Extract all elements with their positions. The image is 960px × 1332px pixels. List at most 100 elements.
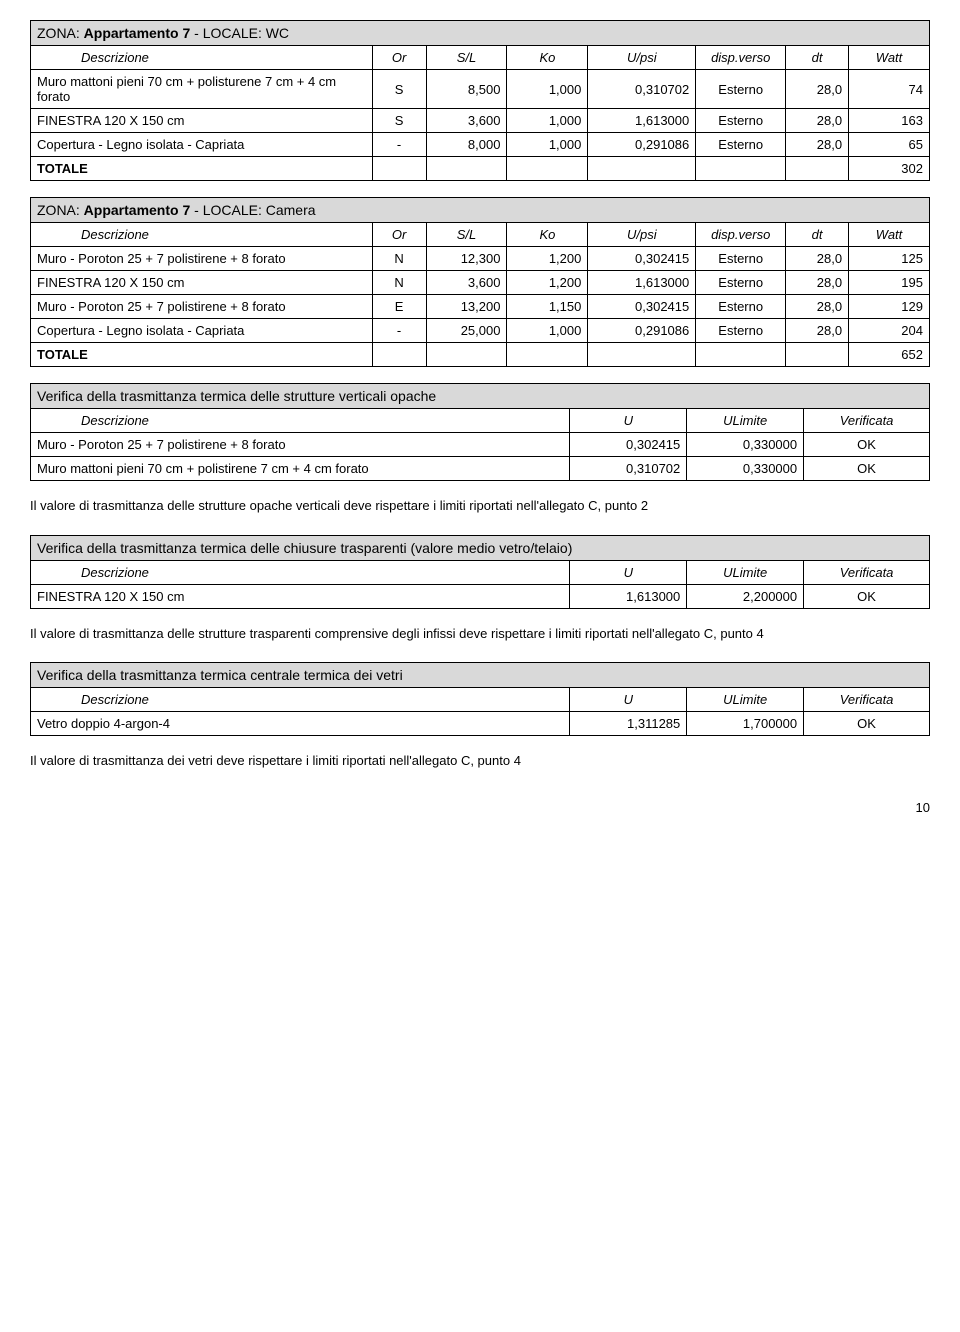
column-header: U xyxy=(570,560,687,584)
cell: 1,613000 xyxy=(570,584,687,608)
column-header: Descrizione xyxy=(31,46,373,70)
cell: Esterno xyxy=(696,133,786,157)
cell: Esterno xyxy=(696,271,786,295)
zone-table: ZONA: Appartamento 7 - LOCALE: CameraDes… xyxy=(30,197,930,367)
column-header: U/psi xyxy=(588,223,696,247)
column-header: Descrizione xyxy=(31,223,373,247)
verify-title: Verifica della trasmittanza termica cent… xyxy=(31,663,930,688)
cell: Muro - Poroton 25 + 7 polistirene + 8 fo… xyxy=(31,295,373,319)
verify-table: Verifica della trasmittanza termica cent… xyxy=(30,662,930,736)
table-row: Muro - Poroton 25 + 7 polistirene + 8 fo… xyxy=(31,433,930,457)
cell: E xyxy=(372,295,426,319)
cell: Esterno xyxy=(696,319,786,343)
cell: Muro mattoni pieni 70 cm + polistirene 7… xyxy=(31,457,570,481)
cell: Vetro doppio 4-argon-4 xyxy=(31,712,570,736)
column-header: U xyxy=(570,409,687,433)
cell: OK xyxy=(804,584,930,608)
cell: 28,0 xyxy=(786,295,849,319)
column-header: dt xyxy=(786,223,849,247)
cell: Esterno xyxy=(696,295,786,319)
cell: 3,600 xyxy=(426,271,507,295)
column-header: Verificata xyxy=(804,688,930,712)
cell: 163 xyxy=(849,109,930,133)
table-row: Muro - Poroton 25 + 7 polistirene + 8 fo… xyxy=(31,295,930,319)
cell: 28,0 xyxy=(786,70,849,109)
column-header: Descrizione xyxy=(31,560,570,584)
table-row: FINESTRA 120 X 150 cm1,6130002,200000OK xyxy=(31,584,930,608)
verify-table: Verifica della trasmittanza termica dell… xyxy=(30,535,930,609)
cell: - xyxy=(372,319,426,343)
column-header: ULimite xyxy=(687,560,804,584)
page-number: 10 xyxy=(30,800,930,815)
column-header: S/L xyxy=(426,46,507,70)
cell: 0,330000 xyxy=(687,457,804,481)
cell: Esterno xyxy=(696,109,786,133)
table-row: Copertura - Legno isolata - Capriata-25,… xyxy=(31,319,930,343)
cell: 28,0 xyxy=(786,247,849,271)
table-row: Copertura - Legno isolata - Capriata-8,0… xyxy=(31,133,930,157)
column-header: Or xyxy=(372,46,426,70)
cell: OK xyxy=(804,457,930,481)
cell: 125 xyxy=(849,247,930,271)
cell: FINESTRA 120 X 150 cm xyxy=(31,109,373,133)
column-header: Descrizione xyxy=(31,688,570,712)
cell: 0,302415 xyxy=(570,433,687,457)
table-row: Muro - Poroton 25 + 7 polistirene + 8 fo… xyxy=(31,247,930,271)
column-header: Ko xyxy=(507,223,588,247)
cell: N xyxy=(372,271,426,295)
cell: 12,300 xyxy=(426,247,507,271)
cell: 129 xyxy=(849,295,930,319)
cell: 1,311285 xyxy=(570,712,687,736)
cell: 1,000 xyxy=(507,70,588,109)
cell: 1,000 xyxy=(507,319,588,343)
cell: 1,000 xyxy=(507,109,588,133)
cell: 1,150 xyxy=(507,295,588,319)
column-header: disp.verso xyxy=(696,46,786,70)
column-header: ULimite xyxy=(687,409,804,433)
column-header: Watt xyxy=(849,46,930,70)
verify-note: Il valore di trasmittanza dei vetri deve… xyxy=(30,752,930,770)
cell: 8,500 xyxy=(426,70,507,109)
verify-table: Verifica della trasmittanza termica dell… xyxy=(30,383,930,481)
column-header: U/psi xyxy=(588,46,696,70)
cell: 1,613000 xyxy=(588,271,696,295)
cell: 1,000 xyxy=(507,133,588,157)
cell: 65 xyxy=(849,133,930,157)
cell: Muro - Poroton 25 + 7 polistirene + 8 fo… xyxy=(31,433,570,457)
cell: 0,291086 xyxy=(588,319,696,343)
cell: OK xyxy=(804,433,930,457)
totale-value: 302 xyxy=(849,157,930,181)
verify-title: Verifica della trasmittanza termica dell… xyxy=(31,535,930,560)
cell: 0,310702 xyxy=(588,70,696,109)
table-row: FINESTRA 120 X 150 cmN3,6001,2001,613000… xyxy=(31,271,930,295)
table-row: Muro mattoni pieni 70 cm + polisturene 7… xyxy=(31,70,930,109)
cell: 28,0 xyxy=(786,133,849,157)
cell: 0,302415 xyxy=(588,295,696,319)
cell: 0,302415 xyxy=(588,247,696,271)
cell: 2,200000 xyxy=(687,584,804,608)
cell: 8,000 xyxy=(426,133,507,157)
cell: S xyxy=(372,70,426,109)
verify-title: Verifica della trasmittanza termica dell… xyxy=(31,384,930,409)
cell: S xyxy=(372,109,426,133)
column-header: Verificata xyxy=(804,409,930,433)
cell: 74 xyxy=(849,70,930,109)
totale-label: TOTALE xyxy=(31,343,373,367)
verify-note: Il valore di trasmittanza delle struttur… xyxy=(30,497,930,515)
cell: Esterno xyxy=(696,70,786,109)
column-header: S/L xyxy=(426,223,507,247)
cell: Copertura - Legno isolata - Capriata xyxy=(31,319,373,343)
zone-table: ZONA: Appartamento 7 - LOCALE: WCDescriz… xyxy=(30,20,930,181)
cell: 1,613000 xyxy=(588,109,696,133)
cell: 25,000 xyxy=(426,319,507,343)
cell: N xyxy=(372,247,426,271)
column-header: Descrizione xyxy=(31,409,570,433)
cell: 1,200 xyxy=(507,247,588,271)
zone-title: ZONA: Appartamento 7 - LOCALE: Camera xyxy=(31,198,930,223)
totale-row: TOTALE302 xyxy=(31,157,930,181)
cell: OK xyxy=(804,712,930,736)
column-header: disp.verso xyxy=(696,223,786,247)
cell: 204 xyxy=(849,319,930,343)
cell: 1,200 xyxy=(507,271,588,295)
cell: 13,200 xyxy=(426,295,507,319)
